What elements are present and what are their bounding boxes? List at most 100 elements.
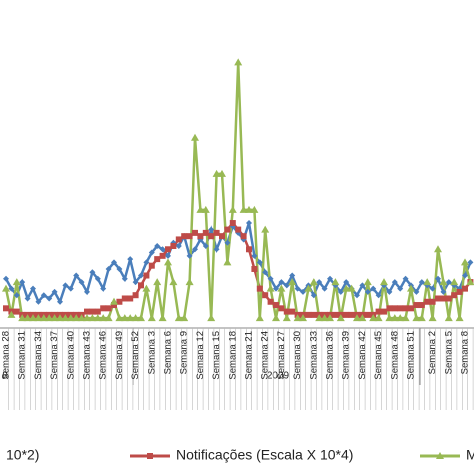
triangle-marker: [304, 284, 313, 292]
square-marker: [3, 305, 9, 312]
triangle-marker: [223, 258, 232, 266]
diamond-marker: [283, 282, 290, 289]
square-marker: [159, 252, 166, 259]
x-tick-label: Semana 51: [406, 331, 417, 380]
triangle-marker: [342, 284, 351, 292]
year-label: 2009: [267, 371, 290, 382]
square-marker: [256, 285, 263, 292]
triangle-marker: [434, 245, 442, 253]
diamond-marker: [30, 285, 36, 292]
square-marker: [456, 288, 463, 295]
x-tick-label: Semana 5: [443, 331, 454, 374]
diamond-marker: [413, 288, 420, 295]
diamond-marker: [19, 279, 26, 286]
x-tick-label: Semana 12: [195, 331, 206, 380]
diamond-marker: [116, 265, 123, 272]
triangle-marker: [77, 314, 86, 322]
triangle-marker: [34, 314, 43, 322]
diamond-marker: [316, 279, 323, 286]
diamond-marker: [138, 272, 144, 279]
square-marker: [105, 305, 112, 312]
square-marker: [289, 308, 296, 315]
square-marker: [165, 246, 171, 253]
triangle-marker: [423, 278, 432, 286]
triangle-marker: [7, 310, 16, 318]
diamond-marker: [208, 226, 215, 233]
diamond-marker: [165, 252, 171, 259]
square-marker: [408, 305, 414, 312]
square-marker: [440, 295, 447, 302]
triangle-marker: [439, 278, 448, 286]
diamond-marker: [267, 275, 274, 282]
triangle-marker: [255, 314, 264, 322]
diamond-marker: [364, 288, 371, 295]
square-marker: [127, 295, 134, 302]
triangle-marker: [234, 58, 243, 66]
square-marker: [462, 285, 468, 292]
triangle-marker: [56, 314, 64, 322]
triangle-marker: [45, 314, 54, 322]
legend-label: M: [466, 447, 474, 463]
square-marker: [208, 233, 215, 240]
triangle-marker: [299, 314, 307, 322]
diamond-marker: [246, 220, 252, 227]
triangle-marker: [331, 278, 340, 286]
x-tick-label: Semana 30: [292, 331, 303, 380]
x-tick-label: Semana 2: [427, 331, 438, 374]
diamond-marker: [359, 282, 366, 289]
square-marker: [202, 229, 209, 236]
triangle-marker: [12, 278, 21, 286]
diamond-marker: [121, 275, 128, 282]
diamond-marker: [321, 285, 328, 292]
triangle-marker: [164, 258, 172, 266]
triangle-marker: [29, 314, 37, 322]
diamond-marker: [89, 269, 96, 276]
diamond-marker: [418, 279, 425, 286]
x-tick-label: Semana 42: [357, 331, 368, 380]
diamond-marker: [67, 285, 74, 292]
x-tick-label: Semana 48: [389, 331, 400, 380]
square-marker: [224, 226, 231, 233]
x-tick-label: Semana 8: [460, 331, 471, 374]
diamond-marker: [343, 279, 350, 286]
triangle-marker: [50, 314, 59, 322]
triangle-marker: [277, 284, 286, 292]
triangle-marker: [282, 314, 291, 322]
triangle-marker: [272, 314, 280, 322]
square-marker: [332, 311, 339, 318]
triangle-marker: [412, 314, 421, 322]
triangle-marker: [18, 314, 27, 322]
triangle-marker: [99, 314, 108, 322]
square-marker: [397, 305, 404, 312]
x-tick-label: Semana 36: [325, 331, 336, 380]
triangle-marker: [358, 314, 367, 322]
triangle-marker: [93, 314, 102, 322]
diamond-marker: [46, 295, 53, 302]
triangle-marker: [266, 284, 275, 292]
triangle-marker: [417, 314, 426, 322]
diamond-marker: [78, 279, 85, 286]
square-marker: [89, 308, 96, 315]
x-tick-label: Semana 6: [163, 331, 174, 374]
square-marker: [181, 233, 188, 240]
triangle-marker: [407, 284, 415, 292]
diamond-marker: [3, 275, 9, 282]
square-marker: [348, 311, 355, 318]
triangle-marker: [72, 314, 81, 322]
x-tick-label: Semana 49: [114, 331, 125, 380]
diamond-marker: [57, 298, 63, 305]
diamond-marker: [462, 272, 468, 279]
x-tick-label: Semana 43: [82, 331, 93, 380]
square-marker: [413, 302, 420, 309]
square-marker: [148, 262, 155, 269]
diamond-marker: [375, 292, 382, 299]
square-marker: [192, 229, 198, 236]
diamond-marker: [224, 239, 231, 246]
diamond-marker: [386, 288, 393, 295]
triangle-marker: [369, 314, 378, 322]
square-marker: [375, 308, 382, 315]
square-marker: [429, 298, 436, 305]
diamond-marker: [100, 285, 107, 292]
triangle-marker: [83, 314, 91, 322]
